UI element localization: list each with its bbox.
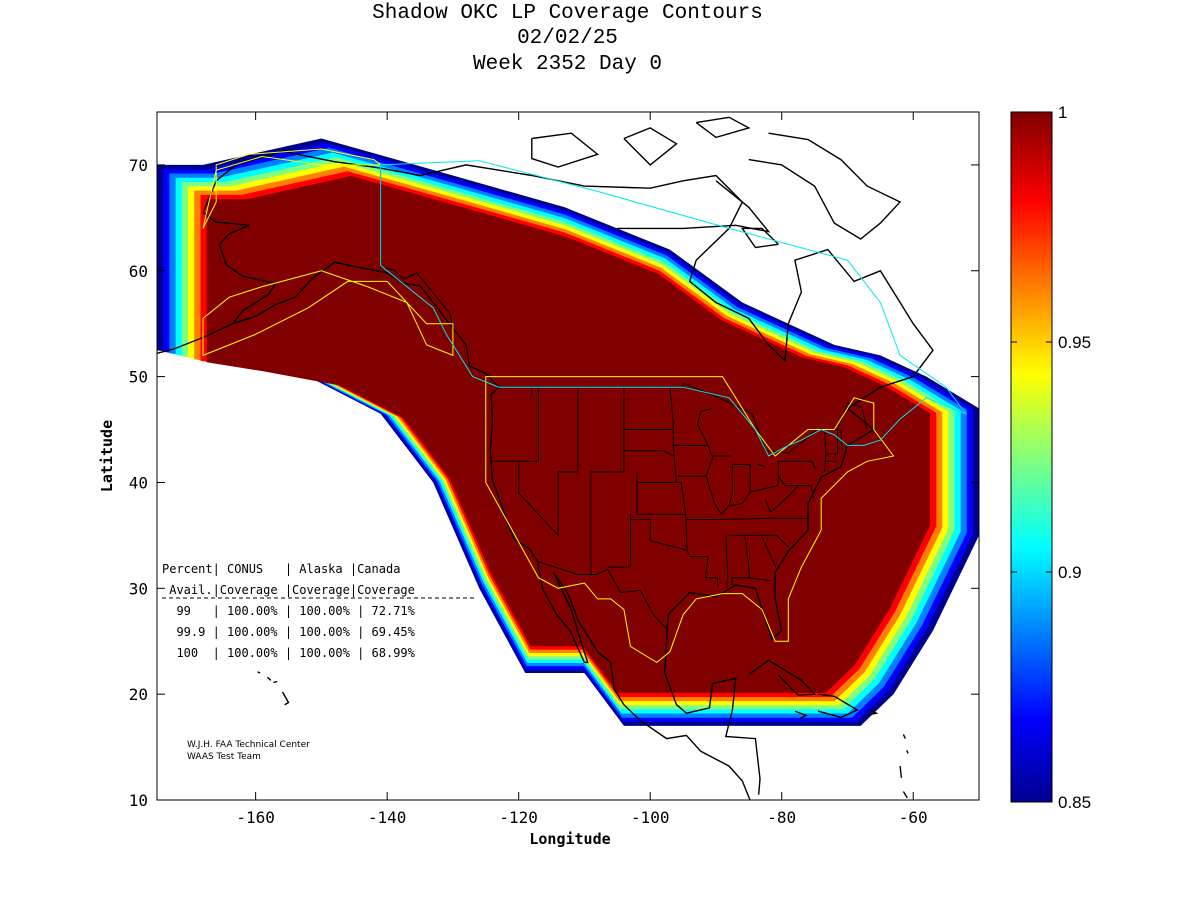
service-area-outline	[202, 270, 454, 357]
colorbar-tick-label: 1	[1058, 103, 1067, 122]
state-border	[689, 556, 719, 587]
coastline	[794, 710, 808, 720]
coastline	[157, 323, 233, 354]
y-tick-label: 10	[129, 791, 148, 810]
chart-week: Week 2352 Day 0	[472, 53, 663, 76]
state-border	[538, 561, 669, 631]
y-tick-label: 40	[129, 473, 148, 492]
x-tick-label: -140	[368, 808, 407, 827]
state-border	[778, 460, 817, 470]
y-tick-label: 70	[129, 156, 148, 175]
state-border	[719, 517, 810, 520]
coastline	[695, 116, 751, 139]
state-border	[748, 577, 772, 582]
coastline	[257, 671, 261, 674]
state-border	[725, 535, 729, 586]
coastline	[902, 734, 906, 739]
credit-line-1: W.J.H. FAA Technical Center	[187, 740, 310, 750]
coastline	[267, 676, 272, 681]
chart-date: 02/02/25	[517, 27, 618, 50]
state-border	[705, 455, 733, 516]
state-border	[729, 464, 751, 507]
coastline	[623, 127, 678, 166]
coastline	[749, 659, 817, 696]
state-border	[623, 450, 674, 457]
coastline	[865, 709, 879, 716]
colorbar-tick-label: 0.95	[1058, 333, 1091, 352]
state-border	[764, 485, 799, 513]
stats-row: 99 | 100.00% | 100.00% | 72.71%	[162, 604, 416, 618]
state-border	[696, 407, 731, 457]
y-axis-label: Latitude	[98, 420, 116, 492]
region-boundary	[380, 160, 968, 457]
x-tick-label: -80	[767, 808, 796, 827]
coastline	[740, 227, 779, 249]
coastline	[902, 791, 908, 799]
plot-frame	[156, 111, 980, 801]
stats-header-2: Avail.|Coverage |Coverage|Coverage	[162, 583, 415, 597]
coastline	[489, 394, 751, 800]
coastline	[202, 212, 500, 396]
region-outlines	[202, 148, 968, 664]
coastline	[899, 766, 903, 778]
y-tick-label: 50	[129, 368, 148, 387]
coastline	[531, 132, 600, 168]
state-border	[636, 482, 686, 515]
coastlines	[157, 116, 934, 800]
state-border	[607, 514, 631, 568]
y-tick-label: 20	[129, 685, 148, 704]
state-border	[491, 387, 539, 462]
coastline	[906, 750, 909, 754]
x-tick-label: -160	[236, 808, 275, 827]
stats-row: 99.9 | 100.00% | 100.00% | 69.45%	[162, 625, 416, 639]
state-border	[757, 464, 766, 468]
state-border	[380, 168, 454, 328]
colorbar-ticks: 1 0.95 0.9 0.85	[1011, 103, 1091, 812]
state-border	[518, 387, 579, 537]
state-border	[750, 461, 779, 493]
colorbar-gradient	[1010, 111, 1053, 803]
state-borders	[380, 168, 868, 631]
coastline	[202, 150, 934, 795]
colorbar: 1 0.95 0.9 0.85	[1010, 103, 1091, 812]
stats-row: 100 | 100.00% | 100.00% | 68.99%	[162, 646, 416, 660]
x-tick-label: -120	[499, 808, 538, 827]
credit-line-2: WAAS Test Team	[187, 752, 261, 762]
stats-header-1: Percent| CONUS | Alaska |Canada	[162, 562, 400, 576]
stats-table: Percent| CONUS | Alaska |Canada Avail.|C…	[162, 562, 475, 660]
coverage-band	[206, 175, 931, 693]
y-tick-label: 30	[129, 579, 148, 598]
state-border	[760, 535, 777, 568]
service-area-outline	[485, 376, 895, 664]
state-border	[630, 519, 688, 551]
state-border	[499, 382, 868, 454]
y-tick-label: 60	[129, 262, 148, 281]
coastline	[817, 693, 859, 719]
colorbar-tick-label: 0.85	[1058, 793, 1091, 812]
coastline	[748, 132, 902, 240]
coastline	[273, 680, 278, 684]
service-area-outline	[202, 148, 383, 229]
state-border	[777, 475, 810, 487]
x-axis-label: Longitude	[529, 830, 610, 848]
x-tick-label: -100	[631, 808, 670, 827]
plot-area	[157, 112, 979, 800]
state-border	[810, 484, 815, 499]
colorbar-tick-label: 0.9	[1058, 563, 1082, 582]
axis-ticks: -160 -140 -120 -100 -80 -60 70 60 50 40 30 20 10	[129, 112, 979, 827]
chart-title: Shadow OKC LP Coverage Contours	[372, 2, 763, 25]
coastline	[281, 691, 290, 706]
x-tick-label: -60	[899, 808, 928, 827]
